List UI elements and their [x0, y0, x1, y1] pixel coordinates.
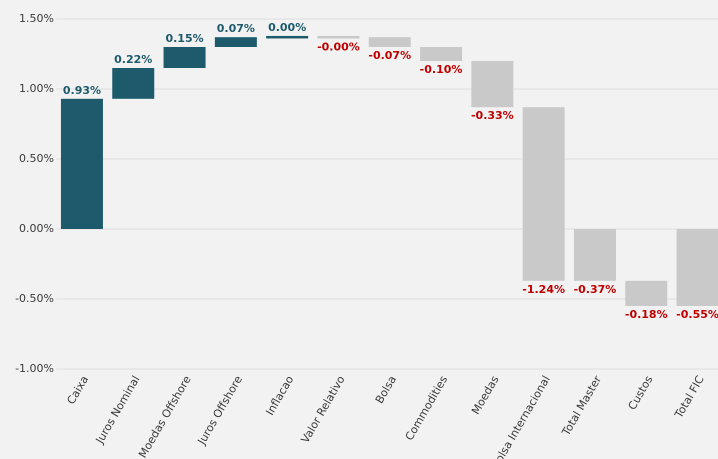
bar — [317, 35, 360, 39]
y-tick-label: -1.00% — [15, 362, 54, 375]
y-tick-label: 0.00% — [19, 222, 54, 235]
value-label: -0.10% — [420, 63, 463, 76]
x-tick-label: Caixa — [65, 374, 92, 407]
bar — [368, 37, 411, 47]
bar — [266, 35, 309, 39]
value-label: -0.07% — [368, 49, 411, 62]
value-label: 0.22% — [114, 53, 152, 66]
y-tick-label: 1.00% — [19, 82, 54, 95]
bar — [471, 61, 514, 108]
x-tick-label: Valor Relativo — [299, 373, 348, 445]
x-tick-label: Bolsa Internacional — [489, 374, 553, 459]
value-label: 0.07% — [217, 22, 255, 35]
value-label: -0.37% — [574, 283, 617, 296]
bar — [676, 229, 718, 306]
bar — [112, 68, 155, 99]
value-label: 0.93% — [63, 84, 101, 97]
value-label: -1.24% — [522, 283, 565, 296]
value-label: 0.00% — [268, 21, 306, 34]
y-tick-label: 0.50% — [19, 152, 54, 165]
x-tick-label: Commodities — [403, 373, 451, 443]
x-tick-label: Total Master — [559, 373, 604, 439]
value-label: -0.18% — [625, 308, 668, 321]
value-label: -0.55% — [676, 308, 718, 321]
x-tick-label: Inflacao — [263, 373, 296, 417]
y-tick-label: 1.50% — [19, 12, 54, 25]
bar — [214, 37, 257, 47]
x-tick-label: Moedas — [469, 373, 502, 416]
x-tick-label: Juros Nominal — [93, 374, 143, 447]
x-tick-label: Juros Offshore — [195, 373, 245, 447]
bar — [163, 47, 206, 68]
x-tick-label: Total FIC — [672, 373, 707, 421]
y-tick-label: -0.50% — [15, 292, 54, 305]
bar — [625, 280, 668, 306]
bar — [573, 229, 616, 281]
value-label: 0.15% — [165, 32, 203, 45]
x-tick-label: Moedas Offshore — [136, 373, 194, 459]
bar — [420, 47, 463, 61]
value-label: -0.33% — [471, 109, 514, 122]
x-tick-label: Custos — [626, 373, 656, 412]
x-tick-label: Bolsa — [373, 374, 399, 406]
value-label: -0.00% — [317, 40, 360, 53]
bar — [522, 107, 565, 281]
bar — [60, 98, 103, 229]
